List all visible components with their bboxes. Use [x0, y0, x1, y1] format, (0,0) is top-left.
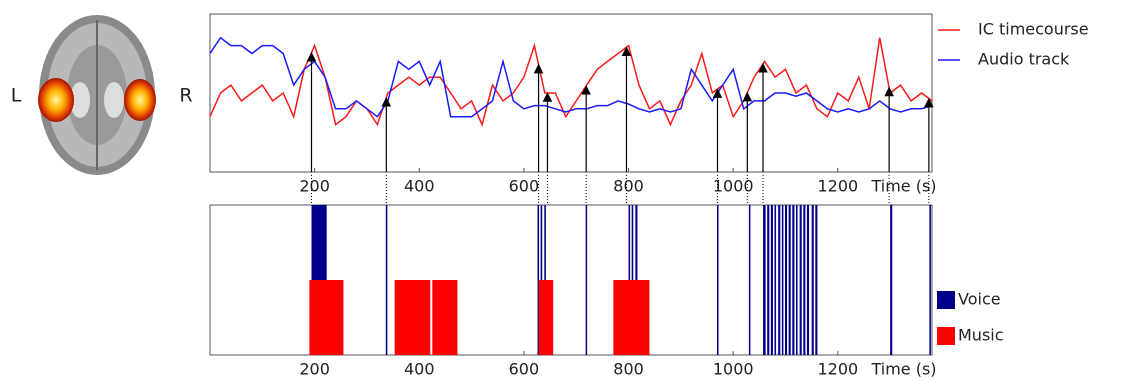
x-tick-label: 600	[509, 360, 540, 379]
event-bar	[890, 205, 892, 355]
x-tick-label: 600	[509, 177, 540, 196]
event-bar	[792, 205, 794, 355]
hemisphere-label: R	[179, 85, 192, 107]
x-tick-label: 400	[404, 360, 435, 379]
event-bar	[767, 205, 769, 355]
event-bar	[929, 205, 931, 355]
event-bar	[815, 205, 817, 355]
figure: L R 200 400 600 800 1000 1200 Time (s) IC timec…	[0, 0, 1133, 381]
x-tick-label: 1000	[713, 360, 754, 379]
event-bar	[749, 205, 751, 355]
legend-label: Voice	[958, 290, 1001, 309]
event-bar	[778, 205, 780, 355]
x-axis-label: Time (s)	[870, 360, 936, 379]
event-bar	[763, 205, 766, 355]
event-bar	[539, 280, 554, 355]
event-bar	[775, 205, 777, 355]
event-bar	[771, 205, 773, 355]
series-line	[210, 38, 932, 125]
event-bar	[812, 205, 814, 355]
event-bar	[782, 205, 784, 355]
event-bar	[789, 205, 791, 355]
event-bar	[432, 280, 457, 355]
x-tick-label: 200	[299, 360, 330, 379]
series-line	[210, 38, 932, 117]
legend-label: Audio track	[978, 50, 1070, 69]
event-bar	[613, 280, 649, 355]
event-bar	[395, 280, 431, 355]
plot-frame	[210, 14, 932, 172]
legend-swatch	[937, 327, 955, 345]
x-tick-label: 400	[404, 177, 435, 196]
event-bar	[386, 205, 388, 355]
x-tick-label: 1200	[817, 177, 858, 196]
event-bar	[309, 280, 343, 355]
x-tick-label: 800	[613, 360, 644, 379]
x-tick-label: 800	[613, 177, 644, 196]
event-bar	[717, 205, 719, 355]
brain-image	[38, 15, 156, 175]
event-bar	[586, 205, 588, 355]
event-bar	[785, 205, 787, 355]
x-tick-label: 200	[299, 177, 330, 196]
x-tick-label: 1000	[713, 177, 754, 196]
x-axis-label: Time (s)	[870, 177, 936, 196]
event-bar	[796, 205, 798, 355]
hemisphere-label: L	[11, 85, 22, 107]
event-bar	[803, 205, 805, 355]
event-bar	[800, 205, 802, 355]
legend-label: IC timecourse	[978, 20, 1089, 39]
legend-swatch	[937, 291, 955, 309]
x-tick-label: 1200	[817, 360, 858, 379]
legend-label: Music	[958, 326, 1004, 345]
event-bar	[807, 205, 809, 355]
